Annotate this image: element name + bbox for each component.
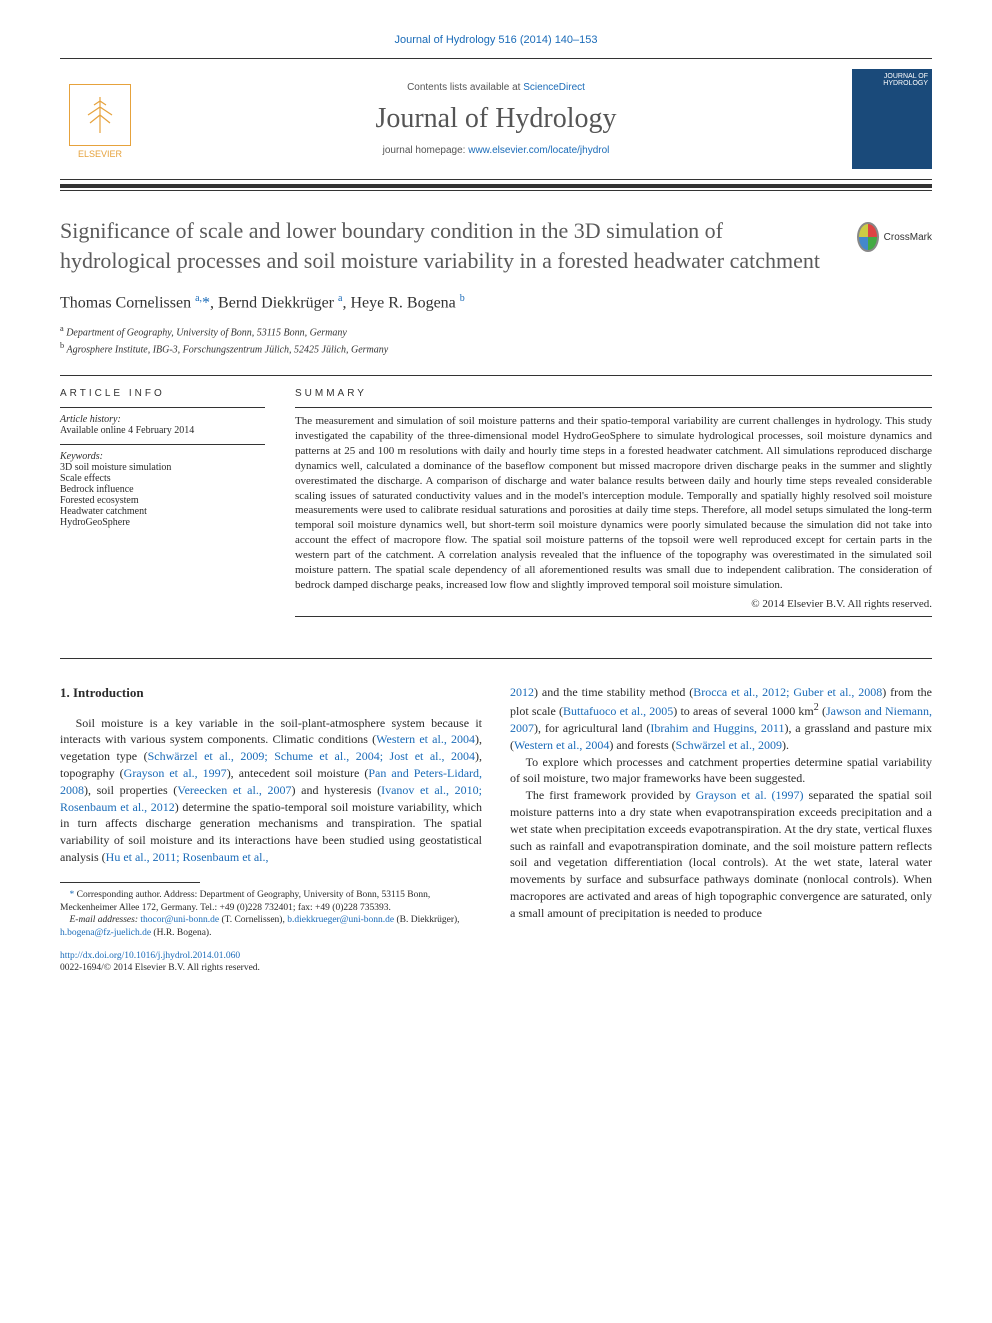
journal-name: Journal of Hydrology bbox=[140, 103, 852, 135]
article-info: ARTICLE INFO Article history: Available … bbox=[60, 388, 265, 623]
doi-block: http://dx.doi.org/10.1016/j.jhydrol.2014… bbox=[60, 950, 482, 975]
citation-link[interactable]: Journal of Hydrology 516 (2014) 140–153 bbox=[394, 34, 597, 46]
crossmark-label: CrossMark bbox=[884, 232, 932, 243]
citation-link[interactable]: Vereecken et al., 2007 bbox=[177, 783, 291, 797]
article-title: Significance of scale and lower boundary… bbox=[60, 216, 837, 275]
affiliation-b: b Agrosphere Institute, IBG-3, Forschung… bbox=[60, 340, 932, 357]
corresponding-author-note: * Corresponding author. Address: Departm… bbox=[60, 889, 482, 915]
info-subdivider-2 bbox=[60, 444, 265, 445]
email-link[interactable]: thocor@uni-bonn.de bbox=[140, 915, 219, 925]
section-divider bbox=[60, 184, 932, 191]
citation-link[interactable]: Ibrahim and Huggins, 2011 bbox=[650, 721, 784, 735]
elsevier-tree-icon bbox=[69, 84, 131, 146]
email-link[interactable]: b.diekkrueger@uni-bonn.de bbox=[287, 915, 394, 925]
doi-link[interactable]: http://dx.doi.org/10.1016/j.jhydrol.2014… bbox=[60, 951, 240, 961]
summary-divider-bottom bbox=[295, 616, 932, 617]
summary-divider bbox=[295, 407, 932, 408]
article-info-heading: ARTICLE INFO bbox=[60, 388, 265, 399]
footnote-block: * Corresponding author. Address: Departm… bbox=[60, 882, 482, 975]
summary-heading: SUMMARY bbox=[295, 388, 932, 399]
citation-link[interactable]: Buttafuoco et al., 2005 bbox=[563, 704, 673, 718]
keyword: 3D soil moisture simulation bbox=[60, 462, 265, 473]
keyword: Bedrock influence bbox=[60, 484, 265, 495]
sciencedirect-link[interactable]: ScienceDirect bbox=[523, 82, 585, 93]
crossmark-icon bbox=[857, 222, 879, 252]
homepage-prefix: journal homepage: bbox=[383, 145, 469, 156]
info-subdivider bbox=[60, 407, 265, 408]
masthead-center: Contents lists available at ScienceDirec… bbox=[140, 82, 852, 156]
crossmark-badge[interactable]: CrossMark bbox=[857, 222, 932, 252]
masthead: ELSEVIER Contents lists available at Sci… bbox=[60, 58, 932, 180]
summary-block: SUMMARY The measurement and simulation o… bbox=[295, 388, 932, 623]
title-block: Significance of scale and lower boundary… bbox=[60, 216, 932, 293]
citation-link[interactable]: Schwärzel et al., 2009 bbox=[676, 738, 782, 752]
footnote-divider bbox=[60, 882, 200, 883]
info-divider bbox=[60, 375, 932, 376]
body-para-4: The first framework provided by Grayson … bbox=[510, 787, 932, 921]
info-block: ARTICLE INFO Article history: Available … bbox=[60, 388, 932, 623]
keyword: HydroGeoSphere bbox=[60, 517, 265, 528]
email-addresses: E-mail addresses: thocor@uni-bonn.de (T.… bbox=[60, 914, 482, 940]
citation-link[interactable]: Schwärzel et al., 2009; Schume et al., 2… bbox=[148, 749, 475, 763]
journal-homepage: journal homepage: www.elsevier.com/locat… bbox=[140, 145, 852, 156]
body-para-3: To explore which processes and catchment… bbox=[510, 754, 932, 788]
history-label: Article history: bbox=[60, 414, 265, 425]
citation-link[interactable]: Brocca et al., 2012; Guber et al., 2008 bbox=[693, 685, 882, 699]
body-columns: 1. Introduction Soil moisture is a key v… bbox=[60, 684, 932, 974]
summary-text: The measurement and simulation of soil m… bbox=[295, 414, 932, 592]
contents-available: Contents lists available at ScienceDirec… bbox=[140, 82, 852, 93]
keywords-label: Keywords: bbox=[60, 451, 265, 462]
body-para-1: Soil moisture is a key variable in the s… bbox=[60, 715, 482, 866]
email-link[interactable]: h.bogena@fz-juelich.de bbox=[60, 928, 151, 938]
citation-link[interactable]: 2012 bbox=[510, 685, 534, 699]
affiliations: a Department of Geography, University of… bbox=[60, 323, 932, 358]
body-divider bbox=[60, 658, 932, 659]
header-citation-bar: Journal of Hydrology 516 (2014) 140–153 bbox=[60, 30, 932, 48]
history-value: Available online 4 February 2014 bbox=[60, 425, 265, 436]
journal-cover: JOURNAL OF HYDROLOGY bbox=[852, 69, 932, 169]
keyword: Headwater catchment bbox=[60, 506, 265, 517]
homepage-link[interactable]: www.elsevier.com/locate/jhydrol bbox=[468, 145, 609, 156]
citation-link[interactable]: Grayson et al., 1997 bbox=[124, 766, 227, 780]
citation-link[interactable]: Western et al., 2004 bbox=[376, 732, 475, 746]
page: Journal of Hydrology 516 (2014) 140–153 … bbox=[0, 0, 992, 1035]
publisher-logo-block: ELSEVIER bbox=[60, 79, 140, 159]
keyword: Forested ecosystem bbox=[60, 495, 265, 506]
summary-copyright: © 2014 Elsevier B.V. All rights reserved… bbox=[295, 598, 932, 610]
section-heading: 1. Introduction bbox=[60, 684, 482, 702]
contents-prefix: Contents lists available at bbox=[407, 82, 523, 93]
keyword: Scale effects bbox=[60, 473, 265, 484]
citation-link[interactable]: Western et al., 2004 bbox=[514, 738, 609, 752]
body-para-2: 2012) and the time stability method (Bro… bbox=[510, 684, 932, 753]
citation-link[interactable]: Hu et al., 2011; Rosenbaum et al., bbox=[106, 850, 269, 864]
affiliation-a: a Department of Geography, University of… bbox=[60, 323, 932, 340]
publisher-name: ELSEVIER bbox=[78, 149, 122, 159]
keywords-block: Keywords: 3D soil moisture simulation Sc… bbox=[60, 451, 265, 528]
issn-copyright: 0022-1694/© 2014 Elsevier B.V. All right… bbox=[60, 963, 260, 973]
citation-link[interactable]: Grayson et al. (1997) bbox=[696, 788, 804, 802]
authors: Thomas Cornelissen a,*, Bernd Diekkrüger… bbox=[60, 293, 932, 312]
cover-label: JOURNAL OF HYDROLOGY bbox=[856, 73, 928, 87]
